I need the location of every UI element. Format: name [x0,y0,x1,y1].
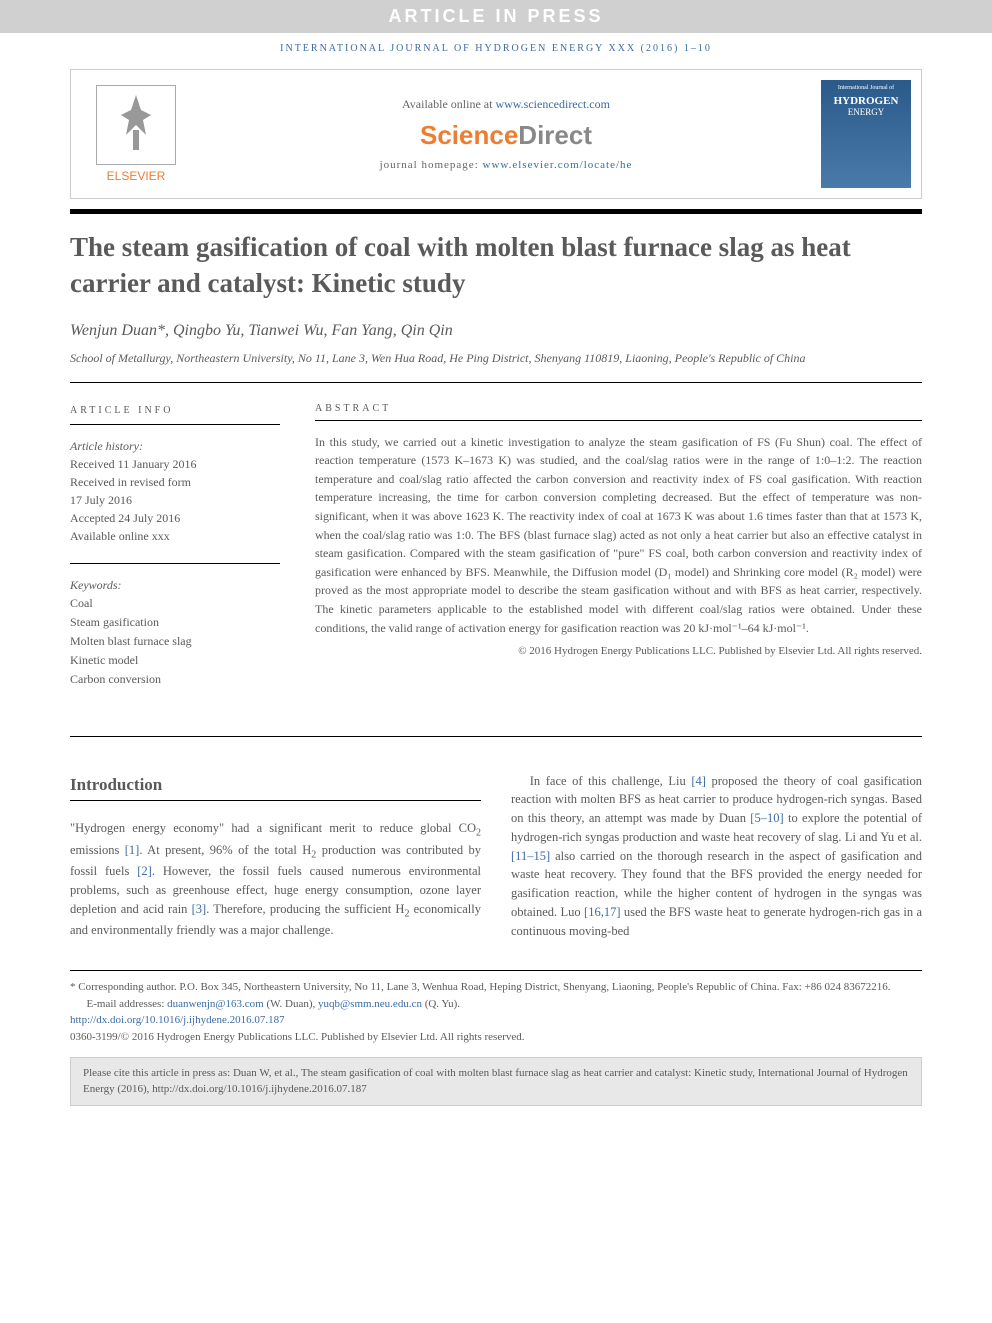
available-prefix: Available online at [402,97,495,111]
abstract-copyright: © 2016 Hydrogen Energy Publications LLC.… [315,645,922,657]
affiliation: School of Metallurgy, Northeastern Unive… [70,350,922,367]
corr-text: P.O. Box 345, Northeastern University, N… [179,981,890,993]
body-column-left: Introduction "Hydrogen energy economy" h… [70,772,481,951]
info-rule [70,563,280,564]
author-list: Wenjun Duan*, Qingbo Yu, Tianwei Wu, Fan… [70,322,922,340]
reference-link[interactable]: [16,17] [584,905,620,919]
intro-paragraph-1: "Hydrogen energy economy" had a signific… [70,819,481,940]
sd-logo-gray: Direct [518,120,592,150]
history-label: Article history: [70,437,280,455]
intro-paragraph-2: In face of this challenge, Liu [4] propo… [511,772,922,941]
sub-2: 2 [476,828,481,839]
keyword: Carbon conversion [70,670,280,688]
footnotes-block: * Corresponding author. P.O. Box 345, No… [70,979,922,1045]
revised-line-1: Received in revised form [70,473,280,491]
journal-cover-thumbnail: International Journal of HYDROGEN ENERGY [821,80,911,188]
doi-line: http://dx.doi.org/10.1016/j.ijhydene.201… [70,1012,922,1029]
introduction-heading: Introduction [70,772,481,802]
received-date: Received 11 January 2016 [70,455,280,473]
email2-suffix: (Q. Yu). [422,998,460,1010]
p1c: . At present, 96% of the total H [139,843,311,857]
abstract-heading: ABSTRACT [315,403,922,421]
available-online-line: Available online at www.sciencedirect.co… [402,97,610,112]
elsevier-tree-icon [96,85,176,165]
issn-copyright-line: 0360-3199/© 2016 Hydrogen Energy Publica… [70,1029,922,1046]
journal-header-box: ELSEVIER Available online at www.science… [70,69,922,199]
body-column-right: In face of this challenge, Liu [4] propo… [511,772,922,951]
homepage-prefix: journal homepage: [380,159,483,171]
reference-link[interactable]: [1] [125,843,140,857]
reference-link[interactable]: [11–15] [511,849,550,863]
publisher-logo-block: ELSEVIER [81,80,191,188]
journal-homepage-link[interactable]: www.elsevier.com/locate/he [483,159,633,171]
article-history-block: Article history: Received 11 January 201… [70,437,280,545]
email-label: E-mail addresses: [87,998,168,1010]
email-link-2[interactable]: yuqb@smm.neu.edu.cn [318,998,422,1010]
reference-link[interactable]: [4] [691,774,706,788]
email1-suffix: (W. Duan), [264,998,318,1010]
sciencedirect-link[interactable]: www.sciencedirect.com [495,97,610,111]
email-link-1[interactable]: duanwenjn@163.com [167,998,264,1010]
keyword: Steam gasification [70,613,280,631]
article-in-press-banner: ARTICLE IN PRESS [0,0,992,33]
online-date: Available online xxx [70,527,280,545]
reference-link[interactable]: [5–10] [750,811,783,825]
cover-subtitle: ENERGY [848,107,885,117]
cover-label: International Journal of [838,85,894,92]
p1f: . Therefore, producing the sufficient H [206,902,404,916]
keyword: Coal [70,594,280,612]
journal-homepage-line: journal homepage: www.elsevier.com/locat… [380,159,633,171]
abstract-text: In this study, we carried out a kinetic … [315,433,922,638]
keywords-block: Keywords: Coal Steam gasification Molten… [70,576,280,688]
reference-link[interactable]: [3] [192,902,207,916]
sd-logo-orange: Science [420,120,518,150]
article-info-heading: ARTICLE INFO [70,403,280,425]
p1b: emissions [70,843,125,857]
article-title: The steam gasification of coal with molt… [70,229,922,302]
keyword: Molten blast furnace slag [70,632,280,650]
cover-title: HYDROGEN [834,95,899,107]
citation-box: Please cite this article in press as: Du… [70,1057,922,1106]
keyword-list: Coal Steam gasification Molten blast fur… [70,594,280,688]
keyword: Kinetic model [70,651,280,669]
revised-line-2: 17 July 2016 [70,491,280,509]
header-center: Available online at www.sciencedirect.co… [191,80,821,188]
corresponding-author-footnote: * Corresponding author. P.O. Box 345, No… [70,979,922,996]
body-two-column: Introduction "Hydrogen energy economy" h… [70,772,922,951]
p1a: "Hydrogen energy economy" had a signific… [70,821,476,835]
rule-thin-2 [70,736,922,737]
authors-text: Wenjun Duan*, Qingbo Yu, Tianwei Wu, Fan… [70,322,453,339]
abstract-column: ABSTRACT In this study, we carried out a… [315,403,922,706]
running-header: INTERNATIONAL JOURNAL OF HYDROGEN ENERGY… [0,33,992,69]
doi-link[interactable]: http://dx.doi.org/10.1016/j.ijhydene.201… [70,1014,285,1026]
p2a: In face of this challenge, Liu [530,774,692,788]
rule-thin-1 [70,382,922,383]
publisher-name: ELSEVIER [107,169,166,183]
corr-label: * Corresponding author. [70,981,179,993]
reference-link[interactable]: [2] [137,864,152,878]
sciencedirect-logo: ScienceDirect [420,120,592,151]
accepted-date: Accepted 24 July 2016 [70,509,280,527]
article-info-column: ARTICLE INFO Article history: Received 1… [70,403,280,706]
email-footnote: E-mail addresses: duanwenjn@163.com (W. … [70,996,922,1013]
info-abstract-row: ARTICLE INFO Article history: Received 1… [70,403,922,706]
rule-thick [70,209,922,214]
footnote-rule [70,970,922,971]
keywords-label: Keywords: [70,576,280,594]
